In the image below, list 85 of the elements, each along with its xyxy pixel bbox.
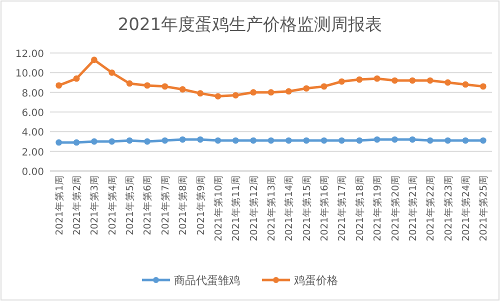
point (426, 77, 434, 84)
x-tick-label: 2021年第7周 (159, 175, 172, 236)
y-tick-label: 12.00 (15, 49, 44, 60)
point (250, 89, 257, 96)
x-tick-label: 2021年第24周 (460, 175, 472, 242)
x-tick-label: 2021年第17周 (336, 175, 348, 242)
point (462, 137, 469, 144)
x-tick-label: 2021年第5周 (124, 175, 136, 236)
point (392, 77, 398, 84)
x-tick-label: 2021年第16周 (318, 175, 331, 242)
point (320, 137, 328, 144)
point (374, 136, 380, 143)
point (108, 138, 116, 145)
x-tick-label: 2021年第25周 (478, 175, 490, 242)
point (338, 137, 345, 144)
y-tick-label: 8.00 (22, 88, 44, 100)
x-tick-label: 2021年第2周 (71, 175, 84, 236)
point (144, 82, 150, 89)
point (268, 89, 274, 96)
y-tick-label: 10.00 (15, 68, 44, 80)
point (338, 78, 345, 85)
point (480, 137, 486, 144)
point (232, 92, 239, 98)
y-tick-label: 0.00 (22, 167, 44, 178)
x-tick-label: 2021年第14周 (283, 175, 296, 242)
point (444, 79, 451, 86)
x-tick-label: 2021年第22周 (424, 175, 437, 242)
point (73, 139, 80, 146)
point (285, 88, 292, 95)
x-tick-label: 2021年第10周 (212, 175, 224, 242)
x-tick-label: 2021年第6周 (142, 175, 154, 236)
x-tick-label: 2021年第8周 (177, 175, 190, 236)
x-tick-label: 2021年第12周 (248, 175, 260, 242)
x-tick-label: 2021年第13周 (266, 175, 278, 242)
point (232, 137, 239, 144)
point (179, 86, 186, 93)
point (303, 85, 310, 92)
point (56, 139, 62, 146)
x-tick-label: 2021年第20周 (389, 175, 402, 242)
point (214, 93, 222, 100)
point (126, 80, 133, 87)
point (162, 83, 168, 90)
point (462, 81, 469, 88)
point (126, 137, 133, 144)
x-tick-label: 2021年第9周 (194, 175, 207, 236)
point (197, 136, 204, 143)
point (356, 76, 363, 83)
point (356, 137, 363, 144)
x-tick-label: 2021年第15周 (300, 175, 313, 242)
x-tick-label: 2021年第18周 (354, 175, 366, 242)
legend-label: 商品代蛋雏鸡 (174, 274, 240, 287)
point (91, 138, 98, 145)
point (268, 137, 274, 144)
y-tick-label: 4.00 (22, 128, 44, 139)
y-tick-label: 6.00 (22, 108, 44, 119)
point (480, 83, 486, 90)
point (409, 136, 416, 143)
x-tick-label: 2021年第23周 (442, 175, 454, 242)
point (56, 82, 62, 89)
point (426, 137, 434, 144)
point (444, 137, 451, 144)
x-tick-label: 2021年第4周 (106, 175, 118, 236)
point (214, 137, 222, 144)
point (144, 138, 150, 145)
point (392, 136, 398, 143)
point (91, 56, 98, 64)
point (285, 137, 292, 144)
y-tick-label: 2.00 (22, 147, 44, 158)
chart-title: 2021年度蛋鸡生产价格监测周报表 (118, 15, 382, 35)
point (179, 136, 186, 143)
x-tick-label: 2021年第21周 (406, 175, 419, 242)
legend-label: 鸡蛋价格 (293, 274, 338, 287)
point (374, 75, 380, 82)
x-tick-label: 2021年第11周 (230, 175, 242, 242)
x-tick-label: 2021年第3周 (88, 175, 101, 236)
point (303, 137, 310, 144)
point (409, 77, 416, 84)
point (250, 137, 257, 144)
point (162, 137, 168, 144)
x-tick-label: 2021年第19周 (372, 175, 384, 242)
point (108, 69, 116, 76)
point (320, 83, 328, 90)
point (197, 90, 204, 97)
x-tick-label: 2021年第1周 (53, 175, 66, 236)
point (73, 75, 80, 82)
